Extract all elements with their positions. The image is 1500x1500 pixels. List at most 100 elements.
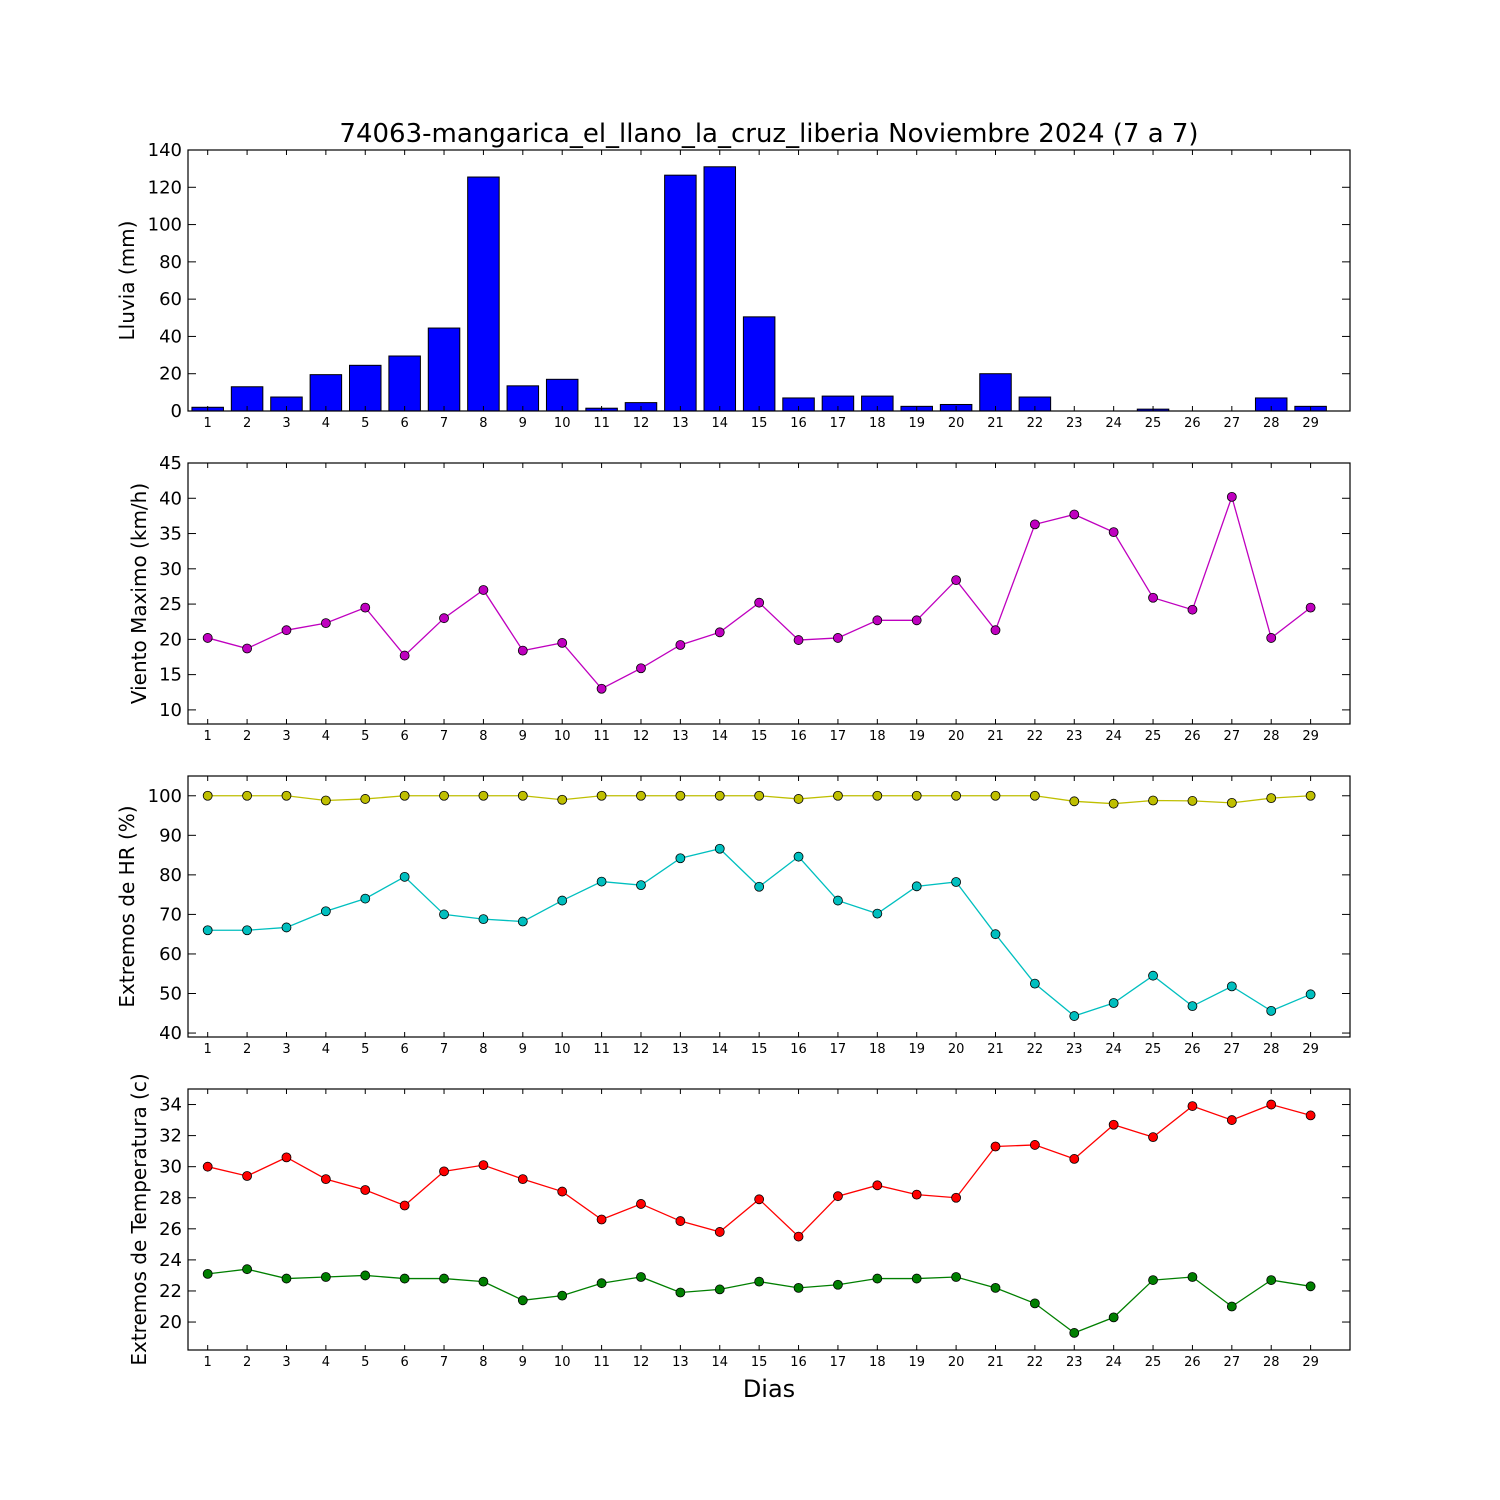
x-tick-label: 13 bbox=[672, 1355, 689, 1370]
y-tick-label: 40 bbox=[159, 326, 182, 347]
point-series-2-day-10 bbox=[557, 1290, 568, 1301]
bar-day-8 bbox=[467, 176, 500, 412]
bar-day-2 bbox=[230, 386, 264, 412]
point-series-1-day-16 bbox=[793, 635, 804, 645]
x-tick-label: 27 bbox=[1224, 416, 1241, 431]
point-series-1-day-7 bbox=[439, 613, 449, 624]
x-tick-label: 17 bbox=[830, 416, 847, 431]
point-series-1-day-12 bbox=[636, 663, 646, 674]
point-series-2-day-11 bbox=[596, 876, 607, 887]
point-series-1-day-19 bbox=[911, 790, 922, 801]
y-tick-label: 24 bbox=[159, 1250, 182, 1271]
point-series-2-day-17 bbox=[833, 895, 843, 906]
x-tick-label: 16 bbox=[790, 1042, 807, 1057]
y-tick-label: 80 bbox=[159, 865, 182, 886]
point-series-2-day-9 bbox=[517, 1295, 528, 1306]
point-series-1-day-7 bbox=[439, 1166, 449, 1177]
x-tick-label: 7 bbox=[440, 729, 448, 744]
x-tick-label: 5 bbox=[361, 416, 369, 431]
point-series-1-day-24 bbox=[1108, 798, 1119, 809]
x-tick-label: 6 bbox=[401, 729, 409, 744]
x-tick-label: 24 bbox=[1105, 1355, 1122, 1370]
x-tick-label: 2 bbox=[243, 1355, 251, 1370]
axes-frame bbox=[187, 149, 1351, 412]
point-series-1-day-5 bbox=[360, 794, 371, 804]
x-tick-label: 23 bbox=[1066, 416, 1083, 431]
x-tick-label: 12 bbox=[633, 1355, 650, 1370]
x-tick-label: 18 bbox=[869, 729, 886, 744]
point-series-1-day-25 bbox=[1148, 1132, 1158, 1143]
axes-frame bbox=[187, 462, 1351, 725]
point-series-2-day-4 bbox=[320, 906, 331, 917]
x-tick-label: 11 bbox=[593, 729, 610, 744]
point-series-1-day-22 bbox=[1029, 790, 1040, 801]
point-series-2-day-23 bbox=[1069, 1011, 1080, 1021]
x-tick-label: 21 bbox=[987, 1042, 1004, 1057]
point-series-2-day-22 bbox=[1029, 978, 1040, 989]
x-tick-label: 9 bbox=[519, 729, 527, 744]
x-tick-label: 16 bbox=[790, 729, 807, 744]
x-tick-label: 7 bbox=[440, 416, 448, 431]
point-series-1-day-1 bbox=[202, 790, 213, 801]
y-tick-label: 100 bbox=[148, 786, 182, 807]
x-tick-label: 19 bbox=[908, 729, 925, 744]
x-tick-label: 18 bbox=[869, 416, 886, 431]
point-series-1-day-3 bbox=[281, 625, 292, 636]
point-series-2-day-6 bbox=[399, 1273, 410, 1284]
point-series-1-day-13 bbox=[675, 790, 686, 801]
y-tick-label: 70 bbox=[159, 904, 182, 925]
bar-day-6 bbox=[388, 355, 421, 412]
x-tick-label: 8 bbox=[479, 729, 487, 744]
y-tick-label: 120 bbox=[148, 177, 182, 198]
point-series-2-day-12 bbox=[636, 1272, 646, 1282]
x-tick-label: 2 bbox=[243, 729, 251, 744]
point-series-1-day-2 bbox=[242, 790, 252, 801]
point-series-2-day-15 bbox=[754, 1276, 765, 1287]
point-series-2-day-20 bbox=[951, 877, 961, 887]
point-series-2-day-21 bbox=[990, 929, 1001, 940]
y-tick-label: 45 bbox=[159, 453, 182, 474]
x-tick-label: 24 bbox=[1105, 1042, 1122, 1057]
x-tick-label: 17 bbox=[830, 1355, 847, 1370]
x-tick-label: 4 bbox=[322, 1042, 330, 1057]
x-tick-label: 12 bbox=[633, 1042, 650, 1057]
x-tick-label: 1 bbox=[204, 1042, 212, 1057]
bar-day-10 bbox=[545, 378, 579, 412]
x-tick-label: 11 bbox=[593, 416, 610, 431]
point-series-1-day-15 bbox=[754, 597, 765, 608]
x-tick-label: 20 bbox=[948, 1355, 965, 1370]
x-tick-label: 15 bbox=[751, 1355, 768, 1370]
point-series-2-day-29 bbox=[1305, 1281, 1316, 1292]
x-tick-label: 19 bbox=[908, 1042, 925, 1057]
y-tick-label: 30 bbox=[159, 1157, 182, 1178]
x-tick-label: 10 bbox=[554, 1355, 571, 1370]
x-tick-label: 25 bbox=[1145, 729, 1162, 744]
x-tick-label: 28 bbox=[1263, 1042, 1280, 1057]
bar-day-15 bbox=[742, 316, 776, 412]
y-tick-label: 60 bbox=[159, 944, 182, 965]
point-series-2-day-5 bbox=[360, 893, 371, 904]
y-tick-label: 20 bbox=[159, 1312, 182, 1333]
point-series-2-day-29 bbox=[1305, 989, 1316, 1000]
x-tick-label: 28 bbox=[1263, 729, 1280, 744]
point-series-2-day-8 bbox=[478, 1276, 489, 1287]
point-series-1-day-5 bbox=[360, 602, 371, 613]
point-series-2-day-18 bbox=[872, 908, 883, 919]
point-series-1-day-22 bbox=[1029, 519, 1040, 530]
point-series-1-day-10 bbox=[557, 637, 568, 648]
point-series-2-day-27 bbox=[1226, 1301, 1237, 1312]
point-series-1-day-4 bbox=[320, 618, 331, 629]
x-tick-label: 26 bbox=[1184, 729, 1201, 744]
point-series-1-day-4 bbox=[320, 1174, 331, 1185]
point-series-1-day-6 bbox=[399, 1200, 410, 1211]
point-series-2-day-22 bbox=[1029, 1298, 1040, 1309]
chart-title: 74063-mangarica_el_llano_la_cruz_liberia… bbox=[339, 119, 1198, 149]
x-tick-label: 21 bbox=[987, 1355, 1004, 1370]
point-series-2-day-24 bbox=[1108, 1312, 1119, 1323]
point-series-1-day-29 bbox=[1305, 790, 1316, 801]
point-series-1-day-12 bbox=[636, 1199, 646, 1209]
point-series-2-day-5 bbox=[360, 1270, 371, 1281]
x-tick-label: 8 bbox=[479, 1355, 487, 1370]
